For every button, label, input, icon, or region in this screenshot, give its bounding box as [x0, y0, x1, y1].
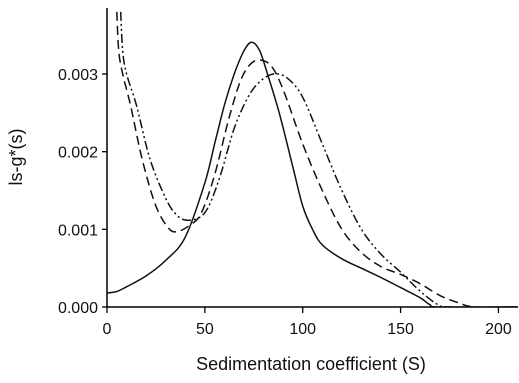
x-axis-title: Sedimentation coefficient (S) — [196, 354, 426, 374]
series-line-dashed — [116, 11, 518, 307]
x-tick-label: 150 — [387, 321, 414, 338]
y-axis-title: ls-g*(s) — [6, 129, 26, 186]
y-tick-label: 0.003 — [58, 67, 98, 84]
series-layer — [107, 11, 518, 307]
x-tick-label: 0 — [103, 321, 112, 338]
series-line-dash-dot-dot — [119, 11, 518, 307]
x-tick-label: 100 — [289, 321, 316, 338]
y-tick-label: 0.001 — [58, 222, 98, 239]
y-tick-label: 0.002 — [58, 145, 98, 162]
plot-frame — [106, 8, 518, 308]
y-axis-ticks: 0.000 0.001 0.002 0.003 — [58, 67, 107, 317]
x-tick-label: 200 — [485, 321, 512, 338]
x-axis-ticks: 0 50 100 150 200 — [103, 307, 512, 338]
series-line-solid — [107, 41, 518, 307]
y-tick-label: 0.000 — [58, 300, 98, 317]
x-tick-label: 50 — [196, 321, 214, 338]
